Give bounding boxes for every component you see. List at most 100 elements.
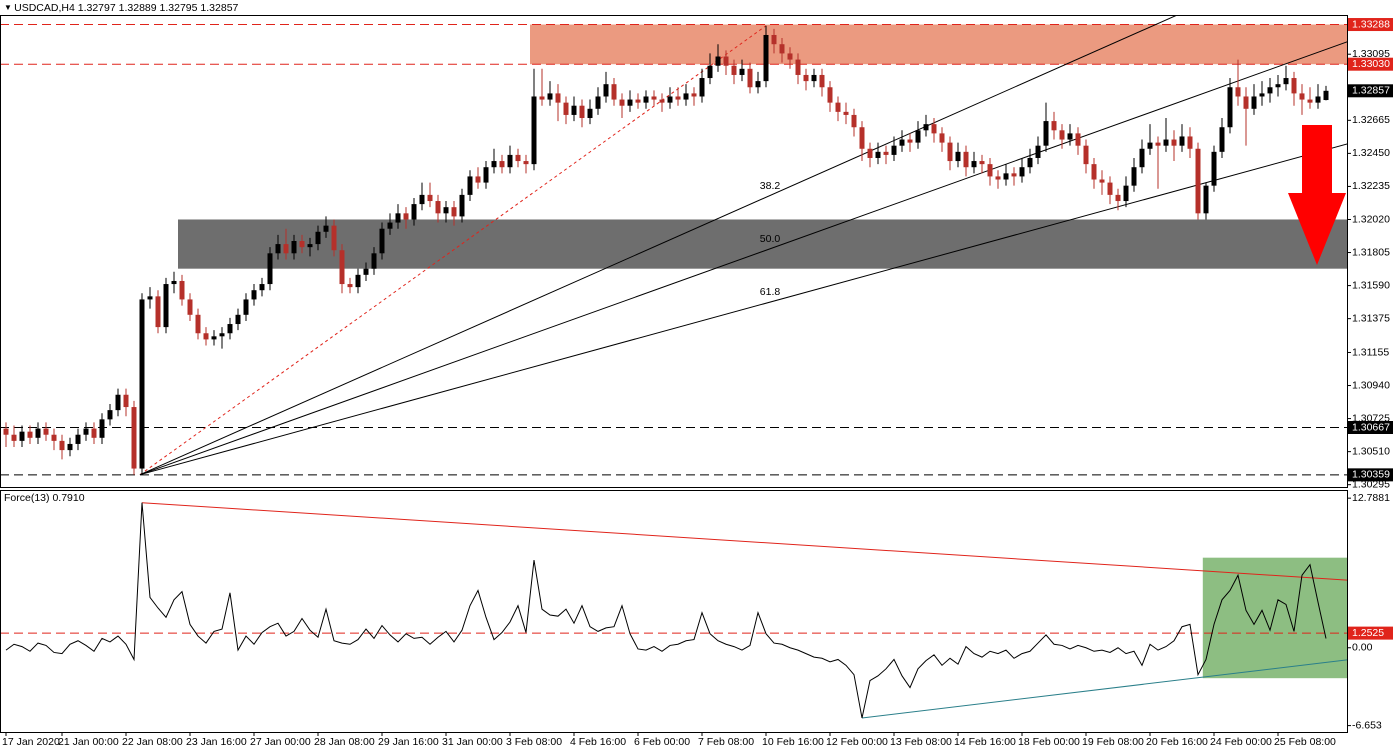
x-tick-label: 27 Jan 00:00 — [250, 736, 311, 748]
candle-body — [851, 114, 857, 128]
candle-body — [763, 34, 769, 82]
candle-body — [507, 154, 513, 168]
candle-body — [379, 228, 385, 254]
level-box — [1348, 18, 1393, 32]
candle-body — [1147, 142, 1153, 149]
candle-body — [203, 333, 209, 340]
level-box — [1348, 421, 1393, 435]
candle-body — [299, 241, 305, 248]
candle-body — [1187, 136, 1193, 149]
candle-body — [1115, 194, 1121, 202]
candle-body — [843, 111, 849, 115]
candle-body — [827, 87, 833, 103]
level-label: 1.33030 — [1352, 58, 1390, 70]
candle-body — [651, 96, 657, 100]
candle-body — [371, 253, 377, 269]
candle-body — [619, 99, 625, 106]
candle-body — [315, 231, 321, 245]
candle-body — [387, 222, 393, 229]
candle-body — [259, 284, 265, 291]
candle-body — [859, 127, 865, 149]
candle-body — [275, 244, 281, 254]
level-label: 1.33288 — [1352, 18, 1390, 30]
candle-body — [99, 419, 105, 438]
candle-body — [403, 213, 409, 220]
candle-body — [1059, 130, 1065, 140]
candle-body — [1083, 145, 1089, 165]
x-tick-label: 14 Feb 16:00 — [954, 736, 1016, 748]
candle-body — [107, 410, 113, 420]
candle-body — [1283, 78, 1289, 85]
candle-body — [915, 130, 921, 143]
candle-body — [91, 428, 97, 438]
candle-body — [531, 96, 537, 165]
candle-body — [835, 102, 841, 112]
candle-body — [731, 65, 737, 75]
x-tick-label: 7 Feb 08:00 — [698, 736, 754, 748]
high: 1.32889 — [119, 2, 157, 14]
level-label: 1.30667 — [1352, 421, 1390, 433]
candle-body — [179, 280, 185, 300]
candle-body — [19, 431, 25, 441]
candle-body — [51, 434, 57, 441]
candle-body — [939, 133, 945, 143]
candle-body — [947, 142, 953, 162]
candle-body — [1323, 90, 1329, 101]
candle-body — [1099, 179, 1105, 183]
candle-body — [75, 434, 81, 444]
close: 1.32857 — [200, 2, 238, 14]
candle-body — [467, 176, 473, 195]
candle-body — [339, 250, 345, 285]
y-tick-label: 1.32020 — [1352, 213, 1390, 225]
fan-line — [139, 143, 1347, 476]
candle-body — [1219, 127, 1225, 152]
y-tick-label: 1.31590 — [1352, 279, 1390, 291]
candle-body — [523, 161, 529, 165]
x-tick-label: 29 Jan 16:00 — [378, 736, 439, 748]
candle-body — [1139, 148, 1145, 168]
candle-body — [587, 108, 593, 119]
open: 1.32797 — [78, 2, 116, 14]
x-tick-label: 6 Feb 00:00 — [634, 736, 690, 748]
chart-header: ▼ USDCAD,H4 1.32797 1.32889 1.32795 1.32… — [4, 2, 239, 14]
x-tick-label: 19 Feb 08:00 — [1082, 736, 1144, 748]
indicator-level-label: 1.2525 — [1352, 627, 1384, 639]
candle-body — [811, 74, 817, 82]
candle-body — [923, 124, 929, 131]
candle-body — [1043, 121, 1049, 146]
x-tick-label: 23 Jan 16:00 — [186, 736, 247, 748]
x-tick-label: 28 Jan 08:00 — [314, 736, 375, 748]
candle-body — [251, 290, 257, 300]
candle-body — [235, 314, 241, 325]
header-icon: ▼ — [4, 3, 14, 12]
candle-body — [1203, 185, 1209, 214]
candle-body — [755, 81, 761, 88]
trend-line — [141, 502, 1347, 581]
candle-body — [1299, 93, 1305, 100]
candle-body — [1163, 139, 1169, 146]
candle-body — [603, 84, 609, 97]
candle-body — [883, 151, 889, 155]
candle-body — [1027, 157, 1033, 168]
force-line — [5, 502, 1327, 719]
candle-body — [499, 161, 505, 168]
candle-body — [715, 56, 721, 66]
candle-body — [875, 151, 881, 158]
candle-body — [67, 443, 73, 451]
candle-body — [147, 296, 153, 300]
candle-body — [491, 161, 497, 168]
candle-body — [1211, 151, 1217, 186]
candle-body — [1107, 182, 1113, 195]
candle-body — [635, 99, 641, 103]
candle-body — [779, 44, 785, 54]
trend-line — [861, 659, 1347, 719]
candle-body — [995, 176, 1001, 180]
candle-body — [131, 407, 137, 469]
candle-body — [243, 299, 249, 315]
candle-body — [803, 74, 809, 82]
candle-body — [787, 53, 793, 60]
y-tick-label: -6.653 — [1352, 719, 1382, 731]
y-tick-label: 1.30940 — [1352, 379, 1390, 391]
x-tick-label: 24 Feb 00:00 — [1210, 736, 1272, 748]
